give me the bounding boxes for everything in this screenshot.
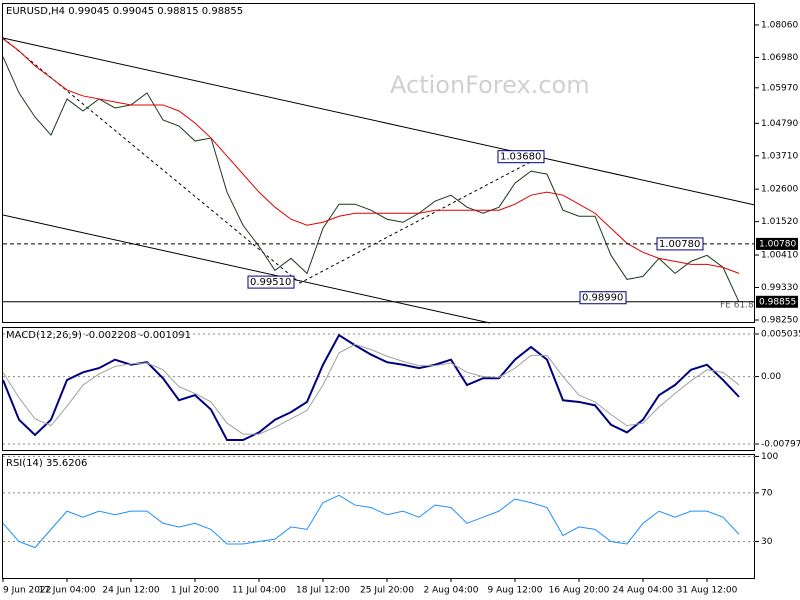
annotation-box (247, 275, 295, 289)
fe-label: FE 61.8 (720, 301, 754, 311)
annotation-box (579, 291, 627, 305)
y-tick-label: 30 (761, 537, 773, 547)
y-tick-label: 1.06980 (761, 53, 798, 63)
annotation-label: 0.99510 (250, 277, 291, 288)
channel-lower (2, 214, 491, 324)
y-tick-label: 1.00410 (761, 251, 798, 261)
y-tick-label: 0.98250 (761, 315, 798, 325)
annotation-box (497, 150, 545, 164)
annotation-label: 1.00780 (659, 239, 700, 250)
series-line (2, 494, 740, 549)
rsi-title: RSI(14) 35.6206 (6, 458, 87, 469)
x-tick-label: 2 Aug 04:00 (424, 586, 479, 596)
y-tick-label: 1.05970 (761, 83, 798, 93)
x-tick-label: 9 Jun 2022 (3, 586, 51, 596)
series-line (2, 333, 740, 442)
y-tick-label: 70 (761, 488, 773, 498)
x-tick-label: 18 Jul 12:00 (296, 586, 350, 596)
price-panel (2, 3, 755, 323)
price-box (756, 237, 798, 250)
y-tick-label: 1.08060 (761, 20, 798, 30)
y-tick-label: 100 (761, 452, 778, 462)
price-box-label: 0.98855 (759, 297, 796, 307)
y-tick-label: 1.03710 (761, 151, 798, 161)
channel-upper (2, 37, 756, 206)
y-tick-label: 0.00 (761, 372, 781, 382)
y-tick-label: 1.04790 (761, 119, 798, 129)
price-title: EURUSD,H4 0.99045 0.99045 0.98815 0.9885… (6, 6, 243, 17)
x-tick-label: 25 Jul 20:00 (360, 586, 414, 596)
x-tick-label: 16 Aug 20:00 (549, 586, 610, 596)
x-tick-label: 31 Aug 12:00 (677, 586, 738, 596)
macd-panel (2, 327, 755, 451)
y-tick-label: 1.01520 (761, 217, 798, 227)
price-box-label: 1.00780 (759, 239, 796, 249)
x-tick-label: 1 Jul 20:00 (171, 586, 220, 596)
annotation-box (656, 237, 704, 251)
annotation-label: 1.03680 (500, 152, 541, 163)
x-tick-label: 11 Jul 04:00 (232, 586, 286, 596)
x-tick-label: 24 Jun 12:00 (102, 586, 159, 596)
macd-title: MACD(12,26,9) -0.002208 -0.001091 (6, 330, 191, 341)
y-tick-label: 0.005035 (761, 329, 800, 339)
price-box (756, 295, 798, 308)
x-tick-label: 9 Aug 12:00 (488, 586, 543, 596)
x-tick-label: 24 Aug 04:00 (613, 586, 674, 596)
annotation-label: 0.98990 (582, 293, 623, 304)
series-line (2, 38, 740, 274)
fib-line (2, 37, 541, 284)
series-line (2, 343, 740, 435)
series-line (2, 56, 740, 303)
rsi-panel (2, 454, 755, 579)
y-tick-label: 1.02600 (761, 185, 798, 195)
y-tick-label: 0.99330 (761, 283, 798, 293)
watermark: ActionForex.com (390, 71, 590, 99)
x-tick-label: 17 Jun 04:00 (38, 586, 95, 596)
